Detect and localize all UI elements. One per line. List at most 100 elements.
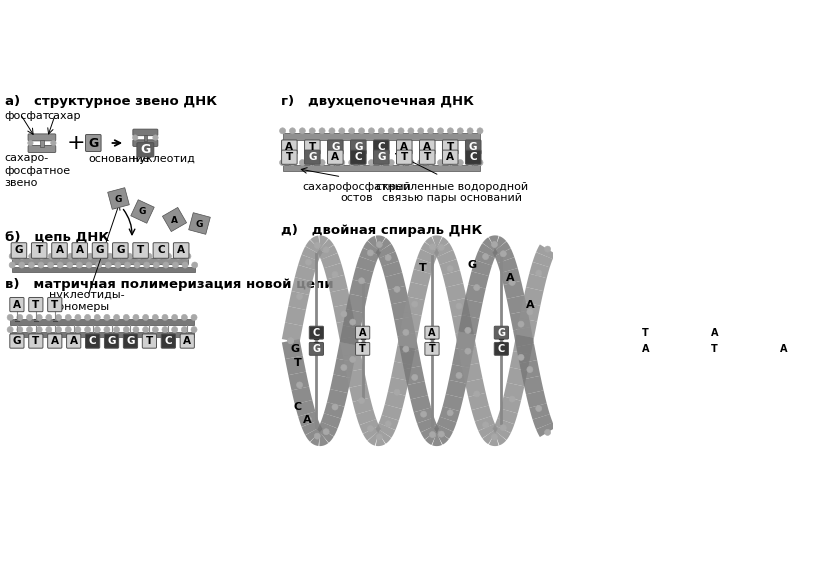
Text: G: G bbox=[116, 246, 124, 255]
Circle shape bbox=[474, 285, 480, 290]
FancyBboxPatch shape bbox=[494, 326, 509, 339]
Circle shape bbox=[339, 128, 345, 134]
FancyBboxPatch shape bbox=[420, 150, 435, 164]
Text: T: T bbox=[137, 246, 144, 255]
Circle shape bbox=[133, 135, 138, 140]
Text: A: A bbox=[56, 246, 64, 255]
FancyBboxPatch shape bbox=[137, 143, 154, 157]
Circle shape bbox=[527, 309, 533, 315]
Text: G: G bbox=[115, 195, 122, 204]
Text: T: T bbox=[32, 300, 39, 309]
Circle shape bbox=[378, 160, 384, 166]
Text: G: G bbox=[88, 137, 98, 149]
Text: нуклеотид: нуклеотид bbox=[132, 154, 195, 164]
Circle shape bbox=[142, 315, 149, 320]
Circle shape bbox=[457, 128, 463, 134]
Text: C: C bbox=[377, 142, 385, 152]
Bar bbox=[143, 135, 147, 141]
Circle shape bbox=[420, 264, 427, 270]
Text: A: A bbox=[400, 142, 408, 152]
Text: сахаро-
фосфатное
звено: сахаро- фосфатное звено bbox=[5, 153, 71, 188]
Text: G: G bbox=[126, 336, 135, 346]
Bar bbox=[12, 267, 195, 272]
Text: G: G bbox=[291, 344, 300, 354]
Circle shape bbox=[26, 315, 33, 320]
Circle shape bbox=[545, 429, 551, 436]
Circle shape bbox=[191, 262, 198, 268]
Circle shape bbox=[477, 128, 483, 134]
FancyBboxPatch shape bbox=[374, 140, 389, 154]
Circle shape bbox=[309, 128, 315, 134]
Circle shape bbox=[339, 160, 345, 166]
FancyBboxPatch shape bbox=[425, 326, 439, 339]
Circle shape bbox=[323, 429, 329, 435]
Circle shape bbox=[467, 160, 473, 166]
Circle shape bbox=[332, 404, 338, 410]
Circle shape bbox=[133, 327, 139, 333]
Text: G: G bbox=[96, 246, 105, 255]
Circle shape bbox=[182, 315, 187, 320]
Circle shape bbox=[175, 253, 182, 259]
Circle shape bbox=[388, 128, 394, 134]
Circle shape bbox=[57, 262, 63, 268]
Text: T: T bbox=[642, 328, 649, 338]
Circle shape bbox=[142, 327, 149, 333]
Text: A: A bbox=[641, 344, 649, 354]
FancyBboxPatch shape bbox=[465, 140, 481, 154]
Circle shape bbox=[86, 262, 92, 268]
Text: C: C bbox=[497, 344, 505, 354]
Text: C: C bbox=[569, 344, 577, 354]
FancyBboxPatch shape bbox=[356, 326, 370, 339]
Text: G: G bbox=[15, 246, 23, 255]
Circle shape bbox=[152, 315, 159, 320]
Text: +: + bbox=[66, 133, 85, 153]
Circle shape bbox=[68, 253, 74, 259]
Circle shape bbox=[492, 242, 497, 247]
FancyBboxPatch shape bbox=[309, 326, 323, 339]
Circle shape bbox=[376, 434, 382, 440]
Circle shape bbox=[348, 160, 355, 166]
Circle shape bbox=[124, 327, 129, 333]
Text: A: A bbox=[447, 152, 454, 162]
Circle shape bbox=[483, 254, 488, 259]
Circle shape bbox=[428, 160, 434, 166]
Circle shape bbox=[290, 128, 295, 134]
Text: T: T bbox=[429, 344, 435, 354]
Circle shape bbox=[388, 160, 394, 166]
Text: д)   двойная спираль ДНК: д) двойная спираль ДНК bbox=[281, 224, 482, 237]
FancyBboxPatch shape bbox=[10, 297, 24, 312]
FancyBboxPatch shape bbox=[180, 334, 195, 348]
Circle shape bbox=[518, 321, 524, 327]
FancyBboxPatch shape bbox=[374, 150, 389, 164]
Circle shape bbox=[104, 315, 110, 320]
Circle shape bbox=[358, 160, 365, 166]
Circle shape bbox=[385, 421, 391, 427]
FancyBboxPatch shape bbox=[31, 243, 47, 258]
Text: C: C bbox=[470, 152, 477, 162]
FancyBboxPatch shape bbox=[153, 243, 169, 258]
Circle shape bbox=[309, 160, 315, 166]
Text: A: A bbox=[711, 328, 718, 338]
Text: T: T bbox=[447, 142, 454, 152]
FancyBboxPatch shape bbox=[29, 297, 43, 312]
Circle shape bbox=[367, 250, 374, 256]
Circle shape bbox=[420, 411, 427, 417]
Bar bbox=[40, 140, 44, 146]
Circle shape bbox=[9, 262, 16, 268]
Circle shape bbox=[438, 128, 443, 134]
FancyBboxPatch shape bbox=[10, 334, 24, 348]
Text: A: A bbox=[506, 273, 515, 283]
Circle shape bbox=[518, 354, 524, 360]
Circle shape bbox=[48, 253, 54, 259]
Circle shape bbox=[116, 253, 123, 259]
Circle shape bbox=[438, 160, 443, 166]
Circle shape bbox=[465, 327, 471, 333]
FancyBboxPatch shape bbox=[777, 326, 791, 339]
Circle shape bbox=[124, 315, 129, 320]
Circle shape bbox=[501, 251, 506, 257]
Circle shape bbox=[76, 262, 83, 268]
Text: б)   цепь ДНК: б) цепь ДНК bbox=[5, 231, 109, 244]
Circle shape bbox=[7, 327, 13, 333]
Text: C: C bbox=[312, 328, 320, 338]
Circle shape bbox=[288, 338, 294, 344]
